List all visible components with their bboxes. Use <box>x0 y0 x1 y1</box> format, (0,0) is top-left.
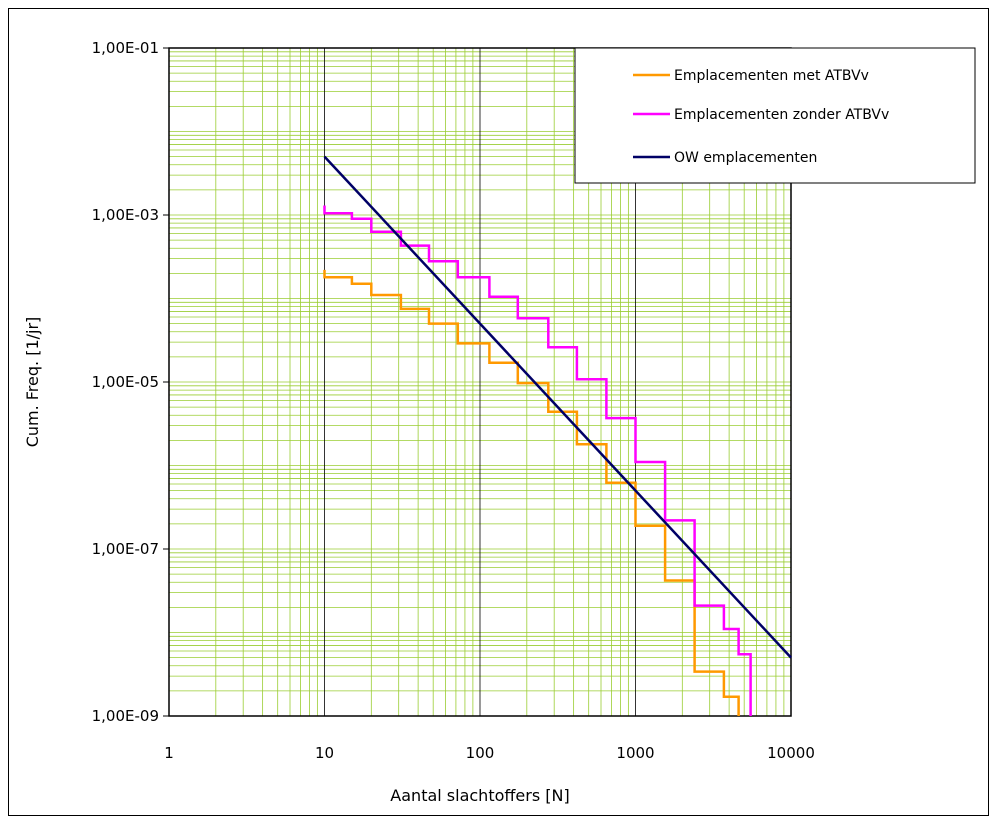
series-line-2 <box>323 205 752 716</box>
legend-label-1: Emplacementen met ATBVv <box>674 68 869 84</box>
y-tick-label: 1,00E-07 <box>92 540 159 558</box>
y-tick-label: 1,00E-09 <box>92 707 159 725</box>
legend-label-2: Emplacementen zonder ATBVv <box>674 107 889 123</box>
y-axis-ticks: 1,00E-09 1,00E-07 1,00E-05 1,00E-03 1,00E-01 <box>92 39 169 725</box>
legend-label-3: OW emplacementen <box>674 150 817 166</box>
y-tick-label: 1,00E-05 <box>92 373 159 391</box>
series-layer <box>323 155 792 716</box>
x-axis-title: Aantal slachtoffers [N] <box>390 786 569 805</box>
x-tick-label: 100 <box>466 744 495 762</box>
x-tick-label: 1000 <box>616 744 654 762</box>
y-tick-label: 1,00E-01 <box>92 39 159 57</box>
x-axis-ticks: 1 10 100 1000 10000 <box>164 744 815 762</box>
x-tick-label: 10 <box>315 744 334 762</box>
series-line-1 <box>323 269 740 716</box>
x-tick-label: 1 <box>164 744 174 762</box>
y-axis-title: Cum. Freq. [1/jr] <box>23 317 42 448</box>
legend: Emplacementen met ATBVv Emplacementen zon… <box>574 47 976 184</box>
legend-box <box>574 47 976 184</box>
x-tick-label: 10000 <box>767 744 815 762</box>
y-tick-label: 1,00E-03 <box>92 206 159 224</box>
series-line-3 <box>323 155 792 659</box>
